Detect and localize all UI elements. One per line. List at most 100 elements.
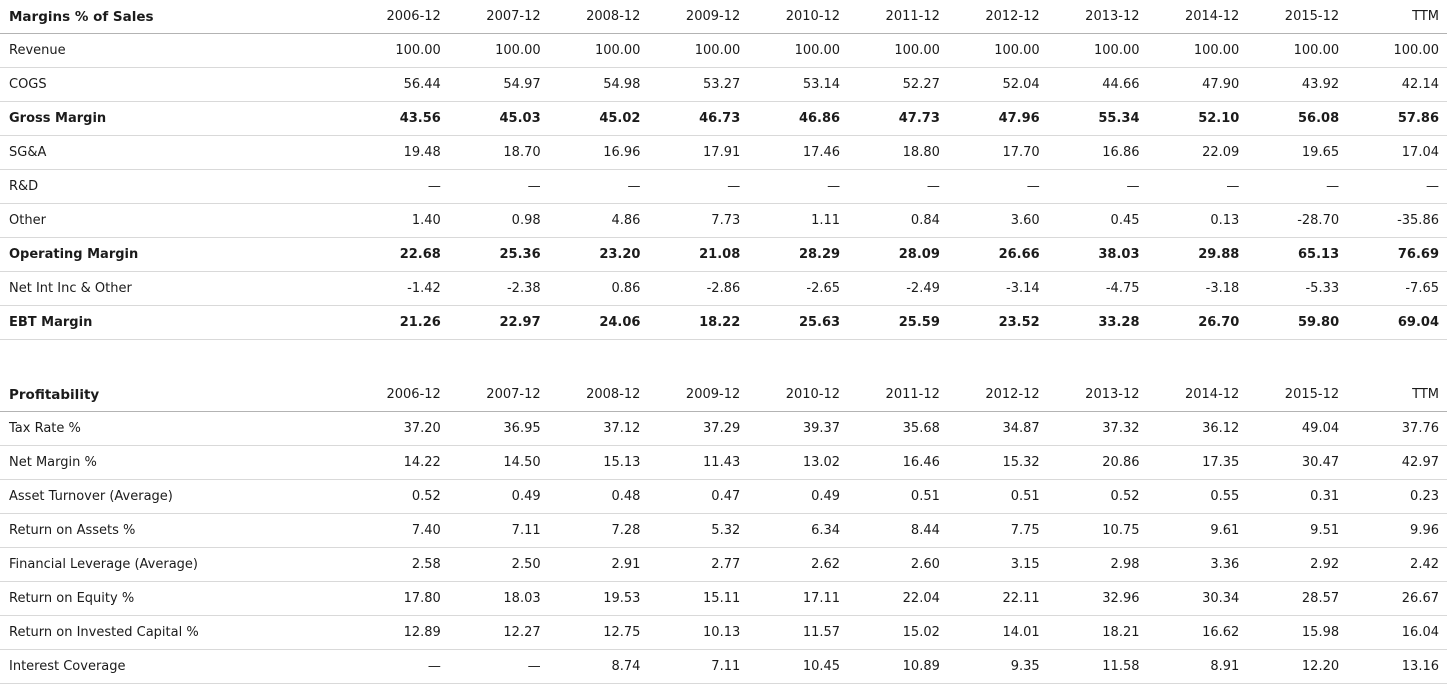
cell-value: 46.86 xyxy=(748,101,849,136)
cell-value: -2.49 xyxy=(848,271,948,306)
cell-value: 7.11 xyxy=(448,513,549,548)
cell-value: 13.16 xyxy=(1347,649,1447,684)
cell-value: 100.00 xyxy=(448,33,549,68)
cell-value: 28.57 xyxy=(1247,581,1348,616)
cell-value: 2.91 xyxy=(548,547,649,582)
cell-value: 9.35 xyxy=(947,649,1048,684)
cell-value: 53.27 xyxy=(648,67,749,102)
cell-value: 0.48 xyxy=(548,479,649,514)
cell-value: 35.68 xyxy=(848,411,948,446)
cell-value: — xyxy=(848,169,948,204)
cell-value: 14.22 xyxy=(349,445,449,480)
cell-value: 21.08 xyxy=(648,237,749,272)
profitability-table: Profitability 2006-12 2007-12 2008-12 2009-1… xyxy=(0,378,1447,684)
cell-value: 0.52 xyxy=(1047,479,1148,514)
column-header: 2006-12 xyxy=(349,0,449,34)
table-row: Net Int Inc & Other -1.42 -2.38 0.86 -2.86 -2… xyxy=(0,271,1447,306)
cell-value: -1.42 xyxy=(349,271,449,306)
cell-value: 17.04 xyxy=(1347,135,1447,170)
column-header: 2007-12 xyxy=(448,0,549,34)
cell-value: 37.20 xyxy=(349,411,449,446)
cell-value: 30.47 xyxy=(1247,445,1348,480)
cell-value: -5.33 xyxy=(1247,271,1348,306)
cell-value: 0.51 xyxy=(848,479,948,514)
cell-value: 4.86 xyxy=(548,203,649,238)
cell-value: 17.35 xyxy=(1147,445,1248,480)
cell-value: — xyxy=(648,169,749,204)
cell-value: 33.28 xyxy=(1047,305,1148,340)
cell-value: 56.44 xyxy=(349,67,449,102)
cell-value: 42.14 xyxy=(1347,67,1447,102)
cell-value: 76.69 xyxy=(1347,237,1447,272)
cell-value: 17.46 xyxy=(748,135,849,170)
cell-value: 43.56 xyxy=(349,101,449,136)
cell-value: -7.65 xyxy=(1347,271,1447,306)
cell-value: 7.40 xyxy=(349,513,449,548)
table-row: EBT Margin 21.26 22.97 24.06 18.22 25.63 25.59… xyxy=(0,305,1447,340)
row-label: Gross Margin xyxy=(0,101,349,136)
cell-value: 65.13 xyxy=(1247,237,1348,272)
row-label: Net Margin % xyxy=(0,445,349,480)
cell-value: 52.04 xyxy=(947,67,1048,102)
cell-value: 0.23 xyxy=(1347,479,1447,514)
cell-value: 100.00 xyxy=(648,33,749,68)
cell-value: 47.90 xyxy=(1147,67,1248,102)
cell-value: 0.55 xyxy=(1147,479,1248,514)
row-label: Operating Margin xyxy=(0,237,349,272)
cell-value: 19.53 xyxy=(548,581,649,616)
table-title: Profitability xyxy=(0,378,349,412)
cell-value: 0.86 xyxy=(548,271,649,306)
cell-value: 3.36 xyxy=(1147,547,1248,582)
row-label: Financial Leverage (Average) xyxy=(0,547,349,582)
cell-value: — xyxy=(1247,169,1348,204)
cell-value: 3.60 xyxy=(947,203,1048,238)
cell-value: 0.98 xyxy=(448,203,549,238)
cell-value: 15.02 xyxy=(848,615,948,650)
cell-value: 59.80 xyxy=(1247,305,1348,340)
column-header: 2014-12 xyxy=(1147,0,1248,34)
cell-value: 7.11 xyxy=(648,649,749,684)
cell-value: 42.97 xyxy=(1347,445,1447,480)
row-label: COGS xyxy=(0,67,349,102)
cell-value: 11.43 xyxy=(648,445,749,480)
column-header: 2013-12 xyxy=(1047,0,1148,34)
cell-value: 38.03 xyxy=(1047,237,1148,272)
cell-value: 0.45 xyxy=(1047,203,1148,238)
table-title: Margins % of Sales xyxy=(0,0,349,34)
cell-value: — xyxy=(448,169,549,204)
cell-value: 37.32 xyxy=(1047,411,1148,446)
cell-value: 22.11 xyxy=(947,581,1048,616)
column-header: 2012-12 xyxy=(947,378,1048,412)
table-row: Interest Coverage — —8.74 7.11 10.45 10.89 9.3… xyxy=(0,649,1447,684)
cell-value: 2.58 xyxy=(349,547,449,582)
cell-value: 1.11 xyxy=(748,203,849,238)
cell-value: -2.65 xyxy=(748,271,849,306)
cell-value: -35.86 xyxy=(1347,203,1447,238)
cell-value: -3.14 xyxy=(947,271,1048,306)
cell-value: 16.46 xyxy=(848,445,948,480)
column-header: 2011-12 xyxy=(848,0,948,34)
cell-value: 37.76 xyxy=(1347,411,1447,446)
cell-value: 2.50 xyxy=(448,547,549,582)
cell-value: 9.61 xyxy=(1147,513,1248,548)
cell-value: 2.92 xyxy=(1247,547,1348,582)
table-row: Return on Assets % 7.40 7.11 7.28 5.32 6.34 8.… xyxy=(0,513,1447,548)
cell-value: -3.18 xyxy=(1147,271,1248,306)
cell-value: 26.70 xyxy=(1147,305,1248,340)
margins-table-section: Margins % of Sales 2006-12 2007-12 2008-12 2… xyxy=(0,0,1447,340)
cell-value: 37.29 xyxy=(648,411,749,446)
column-header: 2010-12 xyxy=(748,378,849,412)
cell-value: 100.00 xyxy=(947,33,1048,68)
column-header: 2007-12 xyxy=(448,378,549,412)
cell-value: 15.98 xyxy=(1247,615,1348,650)
table-row: Gross Margin 43.56 45.03 45.02 46.73 46.86 47.… xyxy=(0,101,1447,136)
cell-value: 7.28 xyxy=(548,513,649,548)
cell-value: 10.13 xyxy=(648,615,749,650)
cell-value: 12.20 xyxy=(1247,649,1348,684)
table-gap xyxy=(0,340,1447,378)
column-header: 2010-12 xyxy=(748,0,849,34)
cell-value: 100.00 xyxy=(848,33,948,68)
column-header: 2009-12 xyxy=(648,0,749,34)
cell-value: 26.66 xyxy=(947,237,1048,272)
cell-value: 10.89 xyxy=(848,649,948,684)
